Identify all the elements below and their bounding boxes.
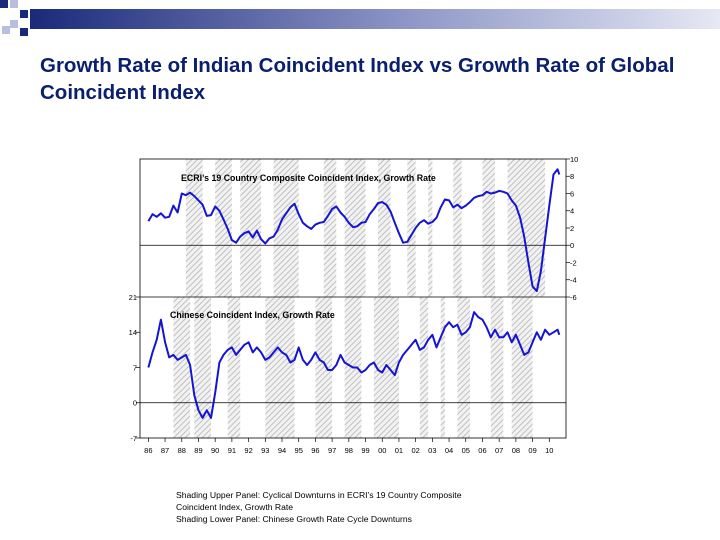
x-tick-label: 07 <box>495 446 503 455</box>
x-tick-label: 96 <box>311 446 319 455</box>
upper-shaded-period <box>344 159 366 297</box>
x-tick-label: 88 <box>178 446 186 455</box>
x-tick-label: 92 <box>244 446 252 455</box>
upper-y-tick-label: 6 <box>570 189 574 198</box>
deco-square-6 <box>20 28 28 36</box>
upper-series-label: ECRI’s 19 Country Composite Coincident I… <box>181 173 436 183</box>
x-tick-label: 04 <box>445 446 453 455</box>
slide-decoration <box>0 0 28 36</box>
x-tick-label: 93 <box>261 446 269 455</box>
upper-y-tick-label: -2 <box>570 258 577 267</box>
x-tick-label: 00 <box>378 446 386 455</box>
x-tick-label: 02 <box>411 446 419 455</box>
upper-shaded-period <box>378 159 391 297</box>
lower-y-tick-label: 7 <box>133 363 137 372</box>
lower-shaded-period <box>457 297 470 438</box>
deco-square-5 <box>2 26 10 34</box>
x-tick-label: 90 <box>211 446 219 455</box>
upper-y-axis: 10 8 6 4 2 0 -2 -4 -6 <box>566 155 578 302</box>
upper-shaded-period <box>507 159 546 297</box>
lower-shaded-period <box>373 297 399 438</box>
lower-series-label: Chinese Coincident Index, Growth Rate <box>170 310 335 320</box>
x-tick-label: 97 <box>328 446 336 455</box>
upper-shaded-period <box>215 159 232 297</box>
footnote-line: Coincident Index, Growth Rate <box>176 502 294 512</box>
x-tick-label: 94 <box>278 446 286 455</box>
x-tick-label: 98 <box>345 446 353 455</box>
lower-shaded-period <box>511 297 533 438</box>
x-tick-label: 03 <box>428 446 436 455</box>
upper-shaded-period <box>240 159 262 297</box>
footnote-line: Shading Lower Panel: Chinese Growth Rate… <box>176 514 412 524</box>
lower-shaded-period <box>490 297 504 438</box>
deco-square-2 <box>10 0 18 8</box>
upper-y-tick-label: 4 <box>570 207 574 216</box>
x-tick-label: 01 <box>395 446 403 455</box>
x-tick-label: 91 <box>228 446 236 455</box>
lower-y-axis: 21 14 7 0 -7 <box>129 293 140 443</box>
upper-shaded-period <box>407 159 416 297</box>
upper-series-line <box>147 168 561 292</box>
x-tick-label: 05 <box>462 446 470 455</box>
x-tick-label: 10 <box>545 446 553 455</box>
deco-square-1 <box>0 0 8 8</box>
upper-y-tick-label: 0 <box>570 241 574 250</box>
lower-y-tick-label: 21 <box>129 293 137 302</box>
x-tick-label: 08 <box>512 446 520 455</box>
upper-y-tick-label: -4 <box>570 276 577 285</box>
x-tick-label: 87 <box>161 446 169 455</box>
deco-square-4 <box>10 20 18 28</box>
plot-frame <box>139 158 567 439</box>
x-tick-label: 89 <box>194 446 202 455</box>
footnote-line: Shading Upper Panel: Cyclical Downturns … <box>176 490 462 500</box>
upper-y-tick-label: -6 <box>570 293 577 302</box>
deco-bar <box>30 9 720 29</box>
lower-shaded-period <box>440 297 445 438</box>
lower-series-line <box>147 311 561 419</box>
x-tick-label: 95 <box>295 446 303 455</box>
upper-shaded-period <box>482 159 495 297</box>
lower-y-tick-label: 14 <box>129 328 137 337</box>
deco-square-3 <box>20 10 28 18</box>
x-axis: 86 87 88 89 90 91 92 93 94 95 96 97 98 99 00 01 02 03 04 05… <box>144 438 553 455</box>
upper-y-tick-label: 10 <box>570 155 578 164</box>
upper-y-tick-label: 8 <box>570 172 574 181</box>
x-tick-label: 06 <box>478 446 486 455</box>
x-tick-label: 09 <box>528 446 536 455</box>
lower-shading <box>140 297 566 438</box>
lower-shaded-period <box>419 297 429 438</box>
lower-shaded-period <box>265 297 295 438</box>
upper-shaded-period <box>323 159 337 297</box>
upper-y-tick-label: 2 <box>570 224 574 233</box>
lower-y-tick-label: -7 <box>130 434 137 443</box>
x-tick-label: 99 <box>361 446 369 455</box>
page-title: Growth Rate of Indian Coincident Index v… <box>40 54 675 104</box>
upper-shaded-period <box>428 159 433 297</box>
upper-shaded-period <box>453 159 462 297</box>
x-tick-label: 86 <box>144 446 152 455</box>
footnote: Shading Upper Panel: Cyclical Downturns … <box>176 489 576 525</box>
lower-y-tick-label: 0 <box>133 399 137 408</box>
